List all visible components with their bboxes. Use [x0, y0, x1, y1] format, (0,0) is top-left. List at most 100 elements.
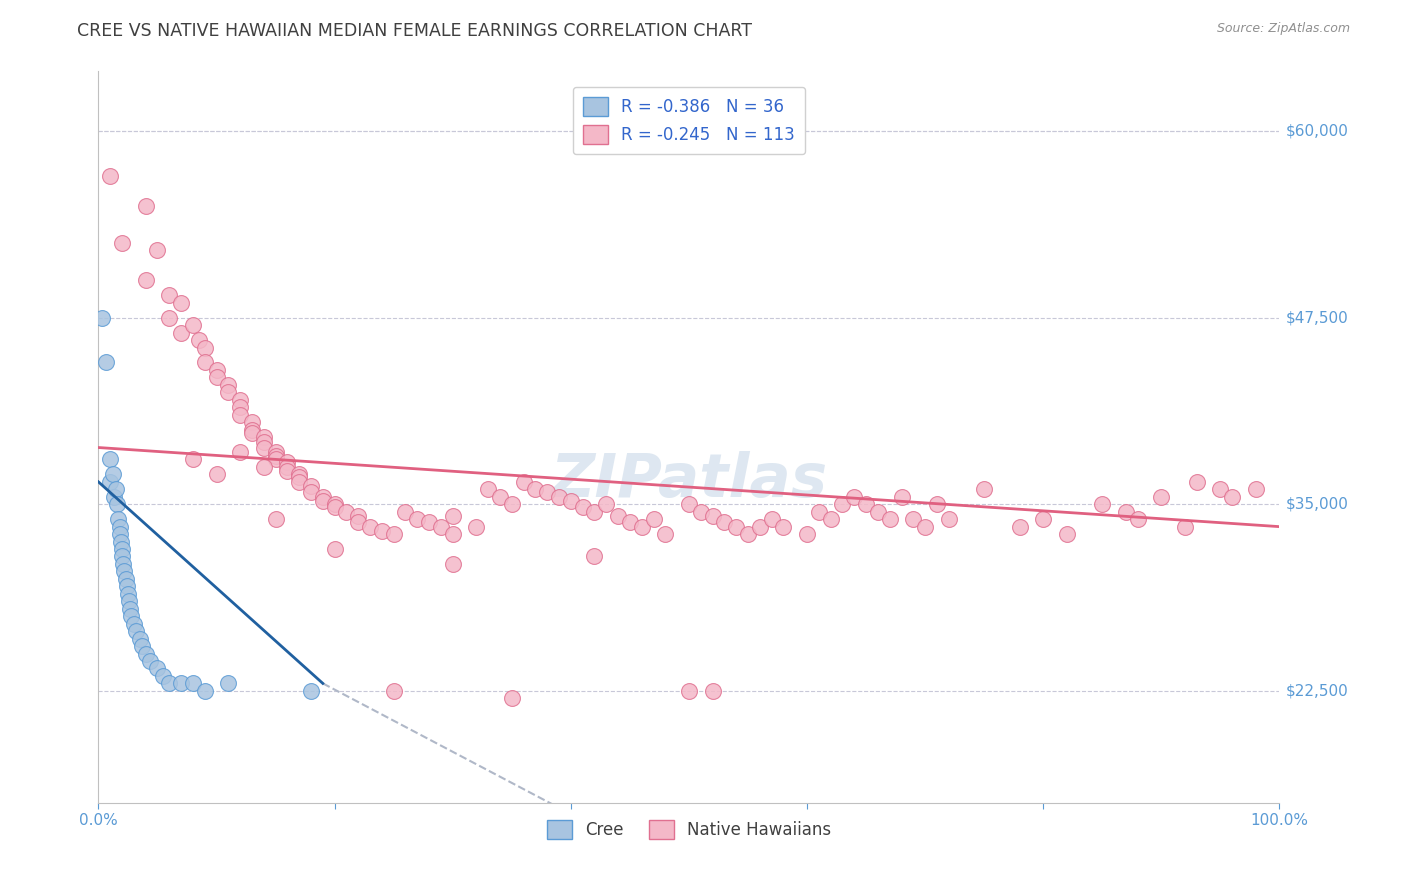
Point — [253, 430, 276, 444]
Point — [91, 310, 114, 325]
Point — [205, 363, 228, 377]
Point — [689, 505, 711, 519]
Point — [108, 519, 131, 533]
Point — [678, 497, 700, 511]
Point — [1091, 497, 1114, 511]
Point — [112, 565, 135, 579]
Point — [264, 450, 287, 464]
Point — [725, 519, 748, 533]
Point — [1244, 483, 1267, 497]
Point — [157, 310, 180, 325]
Point — [903, 512, 925, 526]
Point — [702, 683, 724, 698]
Point — [253, 441, 276, 455]
Point — [347, 515, 370, 529]
Point — [217, 385, 239, 400]
Point — [1056, 527, 1078, 541]
Point — [276, 459, 298, 474]
Point — [135, 199, 157, 213]
Point — [560, 494, 582, 508]
Legend: Cree, Native Hawaiians: Cree, Native Hawaiians — [540, 814, 838, 846]
Point — [441, 509, 464, 524]
Point — [359, 519, 381, 533]
Point — [229, 401, 252, 415]
Point — [938, 512, 960, 526]
Point — [737, 527, 759, 541]
Point — [323, 542, 346, 557]
Point — [1008, 519, 1031, 533]
Point — [139, 654, 162, 668]
Point — [157, 288, 180, 302]
Point — [583, 549, 606, 564]
Point — [229, 445, 252, 459]
Point — [229, 408, 252, 422]
Point — [914, 519, 936, 533]
Point — [187, 333, 209, 347]
Point — [170, 295, 193, 310]
Point — [157, 676, 180, 690]
Point — [131, 639, 153, 653]
Point — [128, 632, 150, 646]
Point — [748, 519, 770, 533]
Point — [371, 524, 394, 538]
Point — [536, 485, 558, 500]
Point — [796, 527, 818, 541]
Point — [194, 355, 217, 369]
Point — [382, 527, 405, 541]
Point — [323, 500, 346, 515]
Point — [844, 490, 866, 504]
Point — [335, 505, 357, 519]
Point — [702, 509, 724, 524]
Point — [477, 483, 499, 497]
Point — [146, 244, 169, 258]
Point — [548, 490, 571, 504]
Point — [111, 549, 134, 564]
Point — [111, 542, 134, 557]
Point — [264, 512, 287, 526]
Point — [181, 452, 204, 467]
Point — [772, 519, 794, 533]
Point — [94, 355, 117, 369]
Point — [630, 519, 652, 533]
Point — [1115, 505, 1137, 519]
Point — [406, 512, 429, 526]
Point — [107, 512, 129, 526]
Point — [194, 341, 217, 355]
Point — [288, 475, 311, 489]
Point — [135, 273, 157, 287]
Point — [1126, 512, 1149, 526]
Point — [1150, 490, 1173, 504]
Point — [973, 483, 995, 497]
Point — [441, 527, 464, 541]
Point — [253, 434, 276, 449]
Point — [1220, 490, 1243, 504]
Text: $47,500: $47,500 — [1285, 310, 1348, 326]
Point — [678, 683, 700, 698]
Point — [394, 505, 416, 519]
Point — [607, 509, 630, 524]
Point — [205, 467, 228, 482]
Point — [1209, 483, 1232, 497]
Point — [135, 647, 157, 661]
Point — [465, 519, 488, 533]
Point — [122, 616, 145, 631]
Point — [807, 505, 830, 519]
Point — [299, 485, 322, 500]
Point — [276, 464, 298, 478]
Point — [1185, 475, 1208, 489]
Point — [181, 318, 204, 332]
Point — [820, 512, 842, 526]
Point — [194, 683, 217, 698]
Point — [240, 425, 263, 440]
Point — [347, 509, 370, 524]
Point — [98, 475, 121, 489]
Point — [217, 377, 239, 392]
Point — [512, 475, 534, 489]
Point — [761, 512, 783, 526]
Point — [418, 515, 440, 529]
Point — [489, 490, 512, 504]
Point — [121, 609, 143, 624]
Point — [170, 326, 193, 340]
Text: CREE VS NATIVE HAWAIIAN MEDIAN FEMALE EARNINGS CORRELATION CHART: CREE VS NATIVE HAWAIIAN MEDIAN FEMALE EA… — [77, 22, 752, 40]
Point — [866, 505, 889, 519]
